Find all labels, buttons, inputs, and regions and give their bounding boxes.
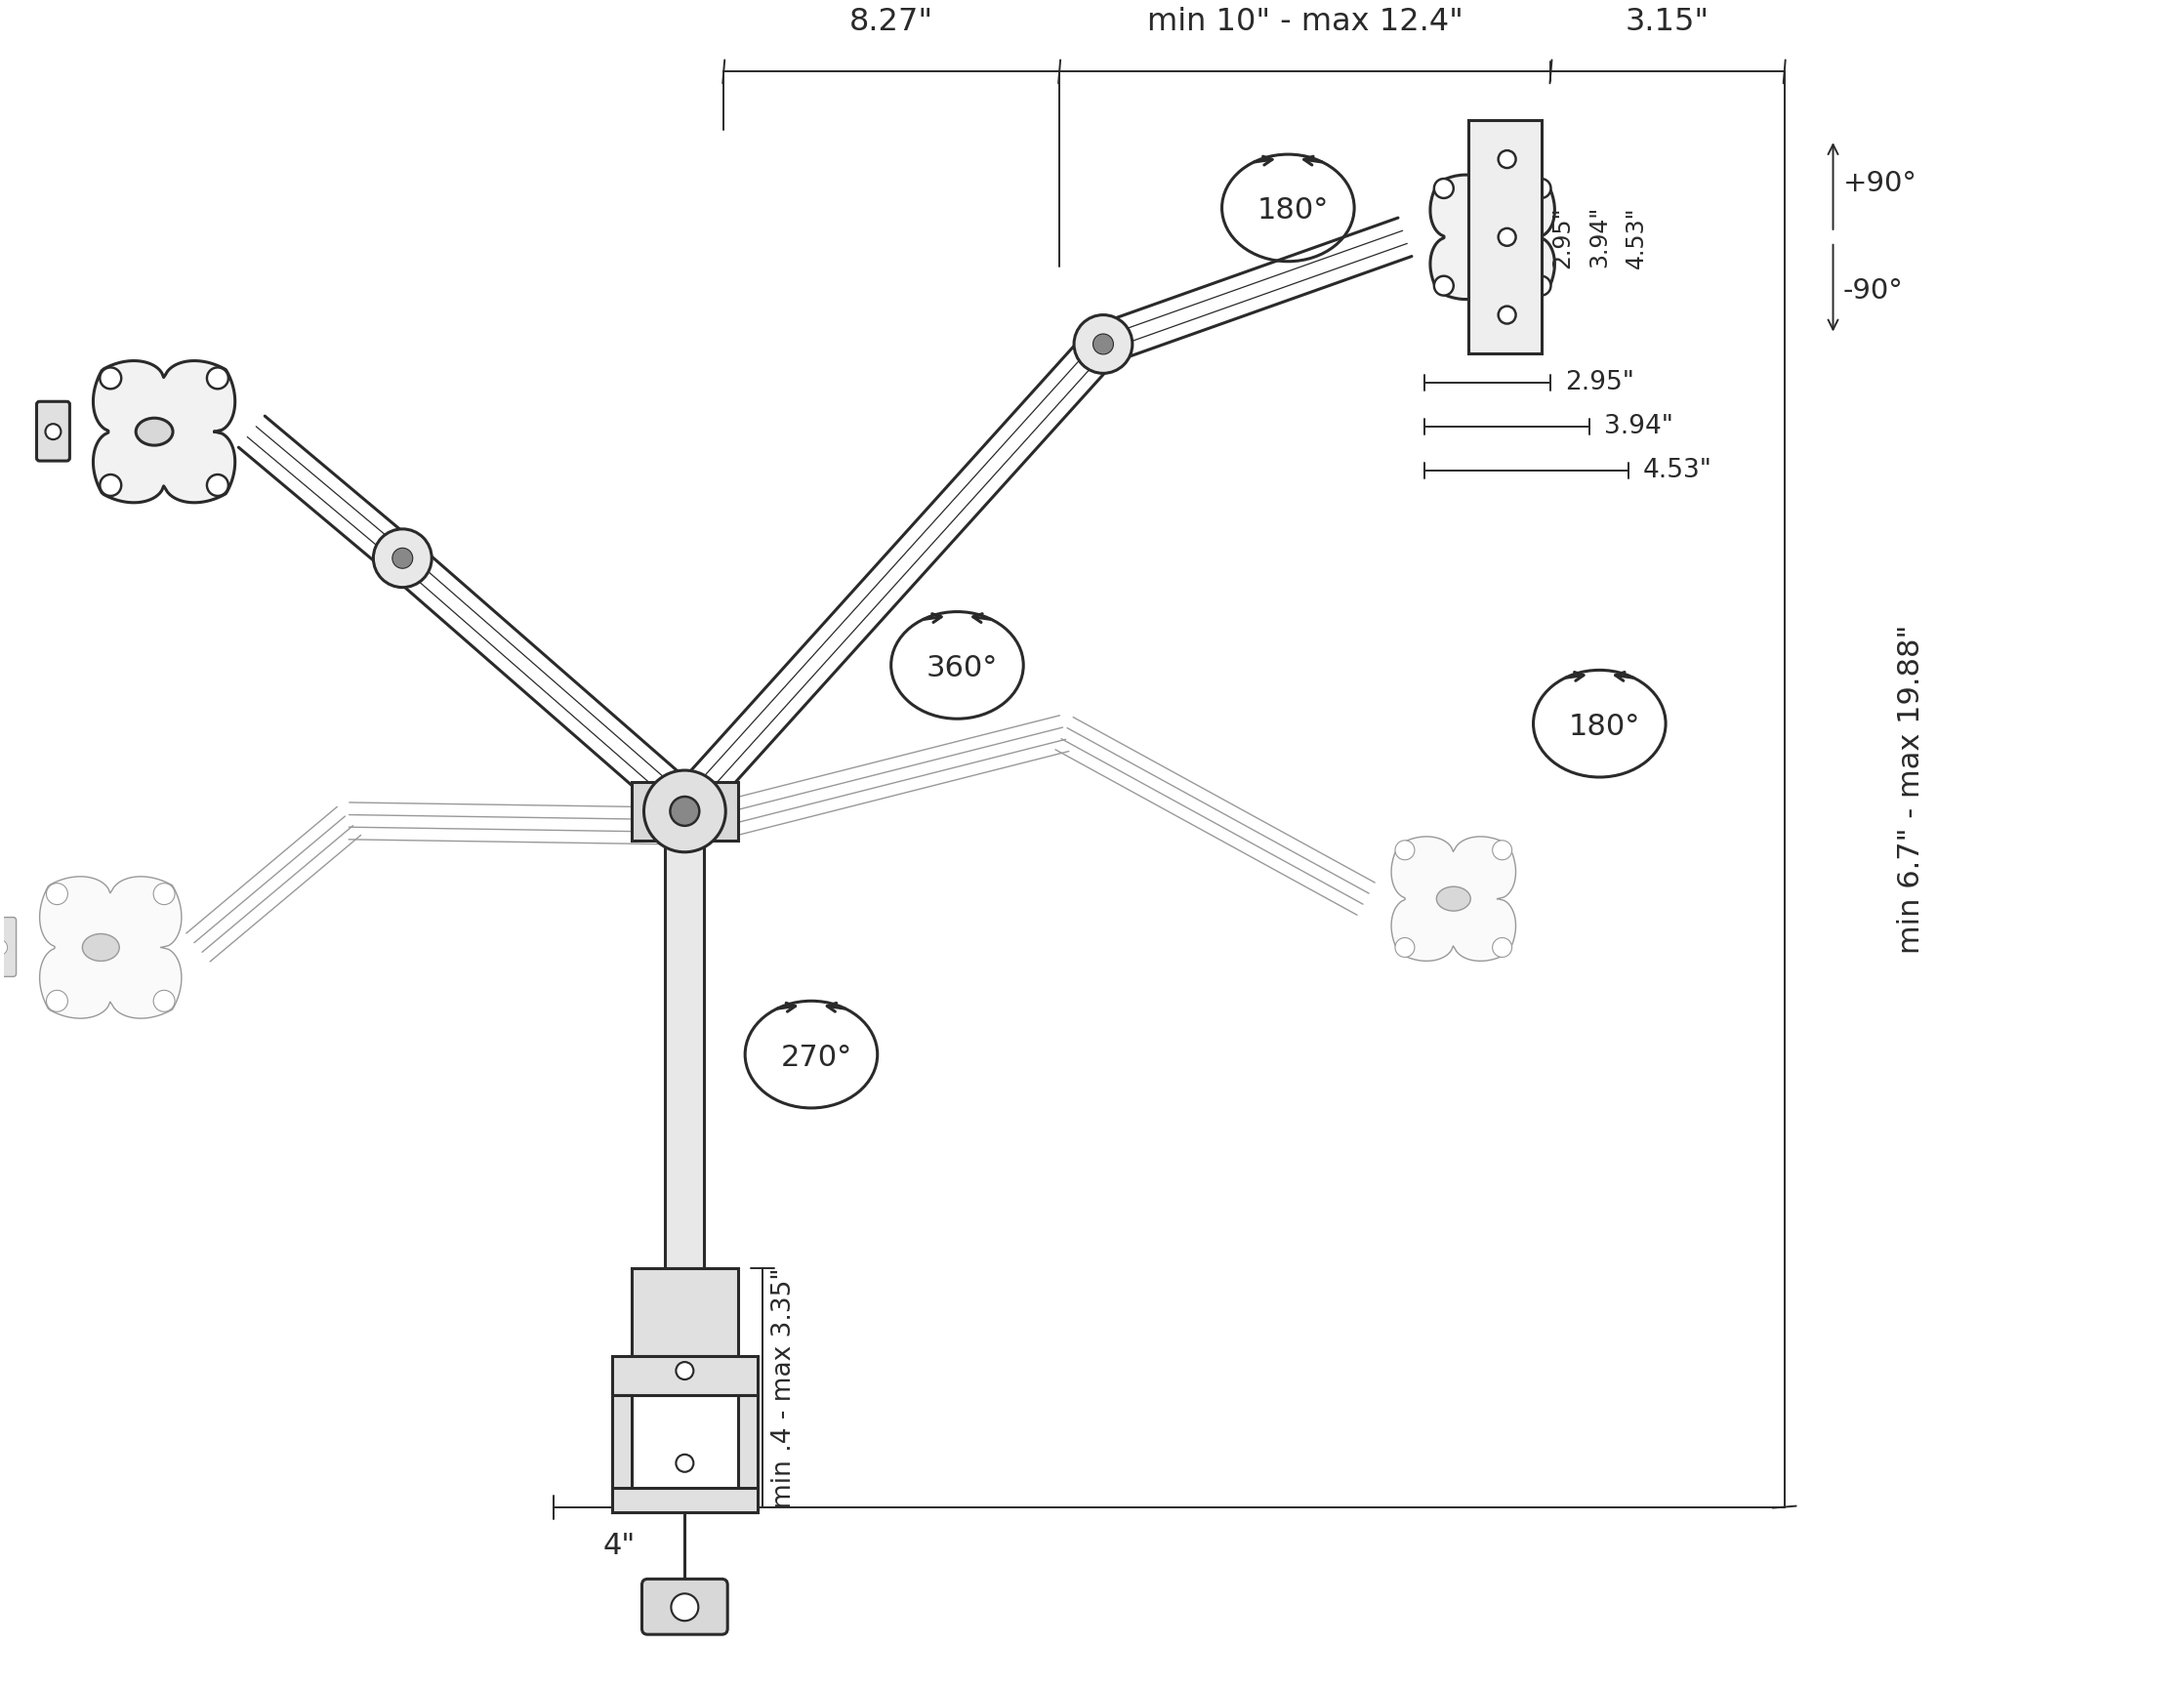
Text: 4.53": 4.53" — [1625, 206, 1649, 268]
Circle shape — [0, 940, 7, 955]
Ellipse shape — [1476, 224, 1509, 250]
Circle shape — [677, 1361, 695, 1380]
Polygon shape — [1391, 837, 1516, 962]
Text: 3.15": 3.15" — [1625, 7, 1710, 37]
Bar — [612, 1488, 758, 1512]
Circle shape — [373, 530, 432, 587]
Circle shape — [677, 1454, 695, 1473]
Bar — [1468, 120, 1542, 354]
Circle shape — [100, 474, 122, 496]
Polygon shape — [39, 877, 181, 1019]
Text: 8.27": 8.27" — [850, 7, 933, 37]
Text: -90°: -90° — [1843, 277, 1902, 304]
Circle shape — [1531, 277, 1551, 295]
Text: 4": 4" — [603, 1532, 636, 1559]
Circle shape — [393, 548, 413, 569]
Circle shape — [1092, 334, 1114, 354]
Bar — [666, 830, 703, 1269]
Text: 180°: 180° — [1258, 197, 1328, 224]
Text: 2.95": 2.95" — [1566, 371, 1634, 396]
FancyBboxPatch shape — [37, 402, 70, 461]
Bar — [612, 1356, 758, 1395]
Circle shape — [207, 368, 229, 390]
FancyBboxPatch shape — [0, 918, 15, 977]
Text: min 6.7" - max 19.88": min 6.7" - max 19.88" — [1896, 624, 1924, 953]
Circle shape — [1396, 938, 1415, 957]
Circle shape — [1435, 179, 1455, 197]
Circle shape — [1492, 840, 1511, 860]
Text: min 10" - max 12.4": min 10" - max 12.4" — [1147, 7, 1463, 37]
Circle shape — [644, 771, 725, 852]
Bar — [612, 1395, 631, 1493]
Circle shape — [1075, 315, 1131, 373]
Circle shape — [46, 884, 68, 904]
Bar — [738, 1395, 758, 1493]
Polygon shape — [94, 361, 236, 503]
Circle shape — [1531, 179, 1551, 197]
Circle shape — [1498, 305, 1516, 324]
Circle shape — [670, 1594, 699, 1621]
Ellipse shape — [83, 935, 120, 962]
Ellipse shape — [135, 418, 173, 445]
Circle shape — [207, 474, 229, 496]
Text: 2.95": 2.95" — [1551, 206, 1575, 268]
Circle shape — [153, 990, 175, 1012]
Circle shape — [1492, 938, 1511, 957]
Circle shape — [46, 423, 61, 440]
Circle shape — [1498, 150, 1516, 169]
Circle shape — [46, 990, 68, 1012]
Ellipse shape — [1437, 887, 1470, 911]
Text: 3.94": 3.94" — [1605, 413, 1673, 440]
Circle shape — [1396, 840, 1415, 860]
Text: min .4 - max 3.35": min .4 - max 3.35" — [771, 1267, 797, 1508]
Text: 4.53": 4.53" — [1642, 457, 1712, 482]
Polygon shape — [1431, 175, 1555, 299]
Text: 360°: 360° — [926, 655, 998, 682]
Circle shape — [100, 368, 122, 390]
Bar — [631, 1269, 738, 1356]
Bar — [631, 783, 738, 840]
Circle shape — [1498, 228, 1516, 246]
Text: 180°: 180° — [1568, 712, 1640, 741]
Circle shape — [670, 796, 699, 827]
Text: 3.94": 3.94" — [1588, 206, 1612, 268]
FancyBboxPatch shape — [642, 1579, 727, 1635]
Text: 270°: 270° — [780, 1043, 852, 1071]
Text: +90°: +90° — [1843, 170, 1918, 197]
Circle shape — [1435, 277, 1455, 295]
Circle shape — [153, 884, 175, 904]
